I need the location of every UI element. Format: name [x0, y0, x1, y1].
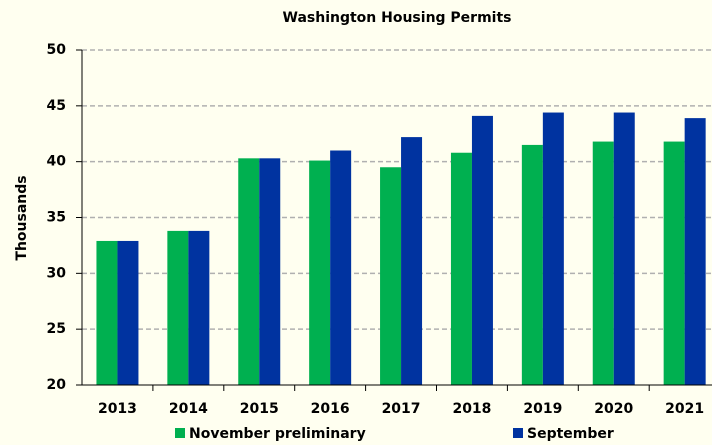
legend-label: November preliminary — [189, 426, 366, 442]
bar — [450, 152, 472, 385]
y-tick-label: 45 — [47, 98, 66, 114]
y-tick-label: 50 — [47, 42, 67, 58]
bar — [96, 240, 118, 385]
legend-swatch — [513, 428, 523, 438]
bar — [613, 112, 635, 386]
bar — [592, 141, 614, 385]
x-tick-label: 2018 — [452, 401, 491, 417]
bar — [380, 167, 402, 385]
x-tick-label: 2014 — [169, 401, 208, 417]
x-tick-label: 2015 — [240, 401, 279, 417]
y-tick-label: 25 — [47, 321, 66, 337]
bar — [663, 141, 685, 385]
bar — [188, 230, 210, 385]
x-tick-label: 2021 — [665, 401, 704, 417]
chart-title: Washington Housing Permits — [283, 10, 512, 26]
y-axis-label: Thousands — [14, 175, 30, 260]
x-tick-label: 2017 — [382, 401, 421, 417]
bar — [259, 158, 281, 385]
y-tick-label: 35 — [47, 210, 66, 226]
bar — [542, 112, 564, 386]
bar — [521, 144, 543, 385]
bar — [238, 158, 260, 385]
legend-label: September — [527, 426, 614, 442]
x-tick-label: 2020 — [594, 401, 633, 417]
y-tick-label: 20 — [47, 377, 67, 393]
bar — [471, 115, 493, 385]
bar — [117, 240, 139, 385]
bar — [167, 230, 189, 385]
x-tick-label: 2019 — [523, 401, 562, 417]
y-tick-label: 40 — [47, 154, 67, 170]
x-tick-label: 2016 — [311, 401, 350, 417]
y-tick-label: 30 — [47, 265, 67, 281]
bar — [330, 150, 352, 385]
x-tick-label: 2013 — [98, 401, 137, 417]
bar — [401, 137, 423, 385]
bar — [684, 118, 706, 385]
bar — [309, 160, 331, 385]
legend-swatch — [175, 428, 185, 438]
